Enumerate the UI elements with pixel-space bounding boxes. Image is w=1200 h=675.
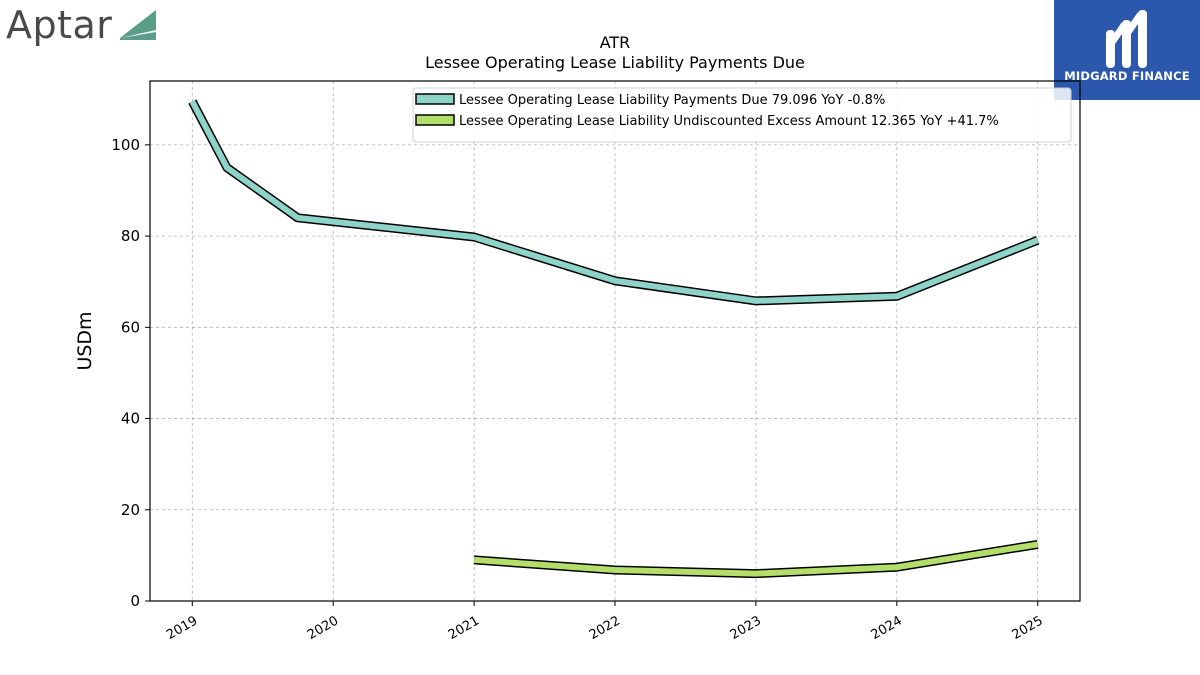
chart-subtitle: Lessee Operating Lease Liability Payment…: [425, 53, 805, 72]
legend-label-1: Lessee Operating Lease Liability Payment…: [459, 93, 885, 108]
x-tick-label: 2019: [164, 613, 200, 643]
legend-box: [412, 87, 1072, 143]
x-tick-label: 2021: [446, 613, 482, 643]
x-tick-label: 2025: [1010, 613, 1046, 643]
y-tick-label: 0: [130, 592, 140, 610]
publisher-name: MIDGARD FINANCE: [1064, 69, 1190, 83]
x-tick-label: 2024: [869, 613, 905, 643]
legend-swatch-2: [415, 114, 455, 126]
company-logo-text: Aptar: [6, 3, 113, 47]
x-tick-label: 2023: [728, 613, 764, 643]
midgard-m-icon: [1106, 10, 1147, 68]
company-logo: Aptar: [4, 2, 164, 50]
chart-title: ATR: [600, 33, 631, 52]
y-tick-label: 80: [121, 227, 140, 245]
x-tick-label: 2020: [305, 613, 341, 643]
legend-label-2: Lessee Operating Lease Liability Undisco…: [459, 114, 999, 129]
y-tick-label: 60: [121, 318, 140, 336]
series-line-2: [473, 541, 1039, 577]
publisher-logo: MIDGARD FINANCE: [1054, 0, 1200, 100]
y-tick-label: 20: [121, 501, 140, 519]
series-line-1: [189, 100, 1039, 304]
x-tick-label: 2022: [587, 613, 623, 643]
y-tick-label: 100: [111, 136, 140, 154]
y-axis-label: USDm: [74, 311, 96, 370]
legend-swatch-1: [415, 93, 455, 105]
aptar-leaf-icon: [120, 10, 156, 40]
y-tick-label: 40: [121, 410, 140, 428]
